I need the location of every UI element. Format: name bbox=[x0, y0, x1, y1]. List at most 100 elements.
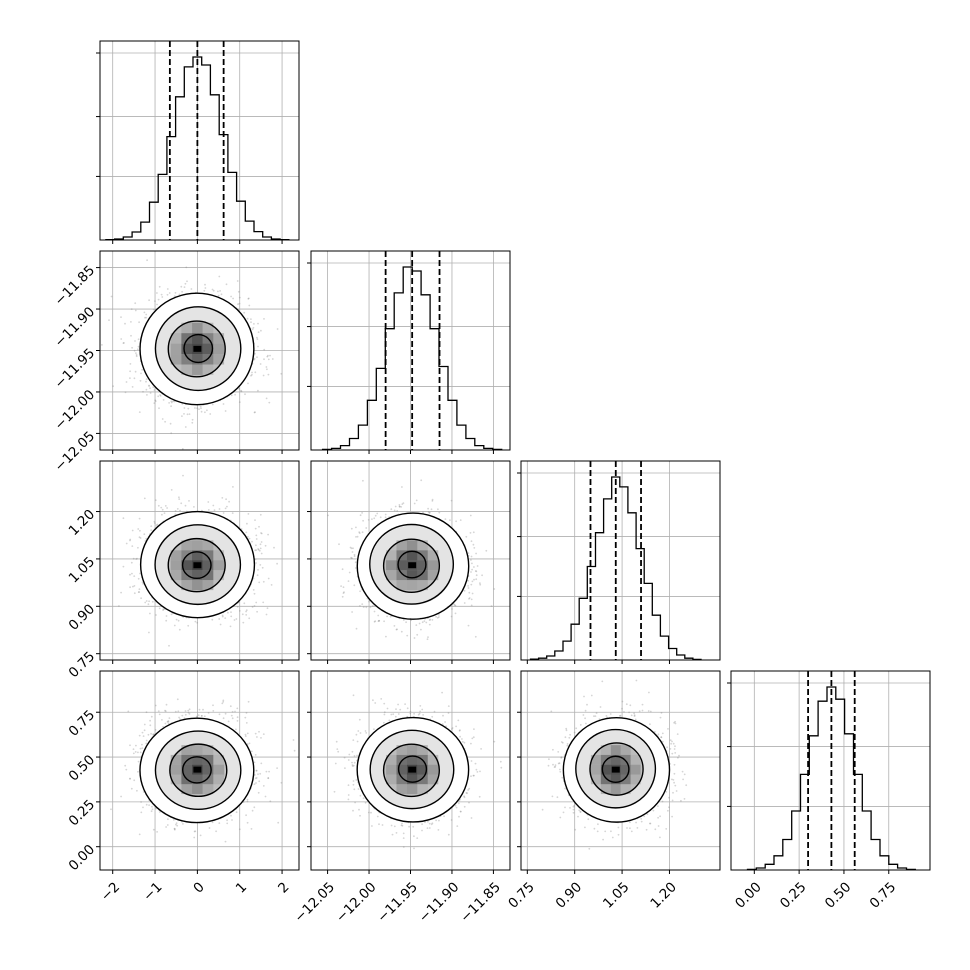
scatter-point bbox=[136, 355, 138, 357]
scatter-point bbox=[129, 540, 131, 542]
scatter-point bbox=[260, 548, 262, 550]
scatter-point bbox=[266, 366, 268, 368]
scatter-point bbox=[262, 602, 264, 604]
scatter-point bbox=[166, 507, 168, 509]
scatter-point bbox=[255, 544, 257, 546]
scatter-point bbox=[131, 545, 133, 547]
scatter-point bbox=[473, 547, 475, 549]
scatter-point bbox=[248, 513, 250, 515]
scatter-point bbox=[247, 298, 249, 300]
scatter-point bbox=[139, 530, 141, 532]
scatter-point bbox=[473, 579, 475, 581]
scatter-point bbox=[256, 356, 258, 358]
scatter-point bbox=[161, 296, 163, 298]
scatter-point bbox=[129, 377, 131, 379]
y-tick-label: −11.85 bbox=[52, 262, 99, 309]
scatter-point bbox=[196, 407, 198, 409]
scatter-point bbox=[139, 518, 141, 520]
scatter-point bbox=[256, 538, 258, 540]
scatter-point bbox=[239, 303, 241, 305]
scatter-point bbox=[220, 624, 222, 626]
scatter-point bbox=[154, 389, 156, 391]
scatter-point bbox=[223, 512, 225, 514]
scatter-point bbox=[159, 608, 161, 610]
scatter-point bbox=[406, 635, 408, 637]
scatter-point bbox=[245, 532, 247, 534]
scatter-point bbox=[237, 280, 239, 282]
scatter-point bbox=[265, 545, 267, 547]
scatter-point bbox=[136, 558, 138, 560]
scatter-point bbox=[239, 610, 241, 612]
scatter-point bbox=[327, 515, 329, 517]
scatter-point bbox=[189, 413, 191, 415]
scatter-point bbox=[159, 286, 161, 288]
scatter-point bbox=[158, 299, 160, 301]
scatter-point bbox=[477, 565, 479, 567]
density-pixel bbox=[203, 570, 214, 580]
scatter-point bbox=[201, 411, 203, 413]
scatter-point bbox=[396, 510, 398, 512]
scatter-point bbox=[217, 291, 219, 293]
scatter-point bbox=[152, 386, 154, 388]
scatter-point bbox=[257, 574, 259, 576]
scatter-point bbox=[132, 386, 134, 388]
scatter-point bbox=[169, 292, 171, 294]
scatter-point bbox=[247, 318, 249, 320]
scatter-point bbox=[226, 506, 228, 508]
scatter-point bbox=[174, 625, 176, 627]
scatter-point bbox=[238, 291, 240, 293]
scatter-point bbox=[145, 314, 147, 316]
scatter-point bbox=[187, 408, 189, 410]
scatter-point bbox=[250, 375, 252, 377]
scatter-point bbox=[175, 510, 177, 512]
scatter-point bbox=[134, 340, 136, 342]
scatter-point bbox=[255, 528, 257, 530]
scatter-point bbox=[118, 605, 120, 607]
scatter-point bbox=[271, 584, 273, 586]
scatter-point bbox=[144, 602, 146, 604]
scatter-point bbox=[373, 517, 375, 519]
scatter-point bbox=[155, 614, 157, 616]
scatter-point bbox=[181, 415, 183, 417]
scatter-point bbox=[164, 421, 166, 423]
density-pixel bbox=[192, 540, 203, 550]
scatter-point bbox=[261, 553, 263, 555]
scatter-point bbox=[260, 543, 262, 545]
scatter-point bbox=[245, 614, 247, 616]
scatter-point bbox=[262, 567, 264, 569]
scatter-point bbox=[153, 309, 155, 311]
scatter-point bbox=[194, 407, 196, 409]
scatter-point bbox=[245, 611, 247, 613]
scatter-point bbox=[170, 423, 172, 425]
scatter-point bbox=[135, 371, 137, 373]
scatter-point bbox=[184, 407, 186, 409]
scatter-point bbox=[164, 512, 166, 514]
scatter-point bbox=[154, 521, 156, 523]
scatter-point bbox=[156, 304, 158, 306]
scatter-point bbox=[203, 290, 205, 292]
scatter-point bbox=[165, 620, 167, 622]
scatter-point bbox=[138, 591, 140, 593]
density-peak bbox=[193, 346, 201, 352]
scatter-point bbox=[263, 318, 265, 320]
scatter-point bbox=[134, 585, 136, 587]
scatter-point bbox=[140, 380, 142, 382]
scatter-point bbox=[101, 344, 103, 346]
scatter-point bbox=[154, 300, 156, 302]
scatter-point bbox=[178, 496, 180, 498]
scatter-point bbox=[267, 607, 269, 609]
scatter-point bbox=[213, 290, 215, 292]
scatter-point bbox=[123, 342, 125, 344]
density-pixel bbox=[192, 365, 203, 375]
scatter-point bbox=[362, 480, 364, 482]
scatter-point bbox=[254, 605, 256, 607]
scatter-point bbox=[254, 359, 256, 361]
scatter-point bbox=[192, 419, 194, 421]
scatter-point bbox=[277, 328, 279, 330]
scatter-point bbox=[120, 338, 122, 340]
scatter-point bbox=[451, 500, 453, 502]
scatter-point bbox=[134, 350, 136, 352]
scatter-point bbox=[230, 626, 232, 628]
scatter-point bbox=[221, 293, 223, 295]
